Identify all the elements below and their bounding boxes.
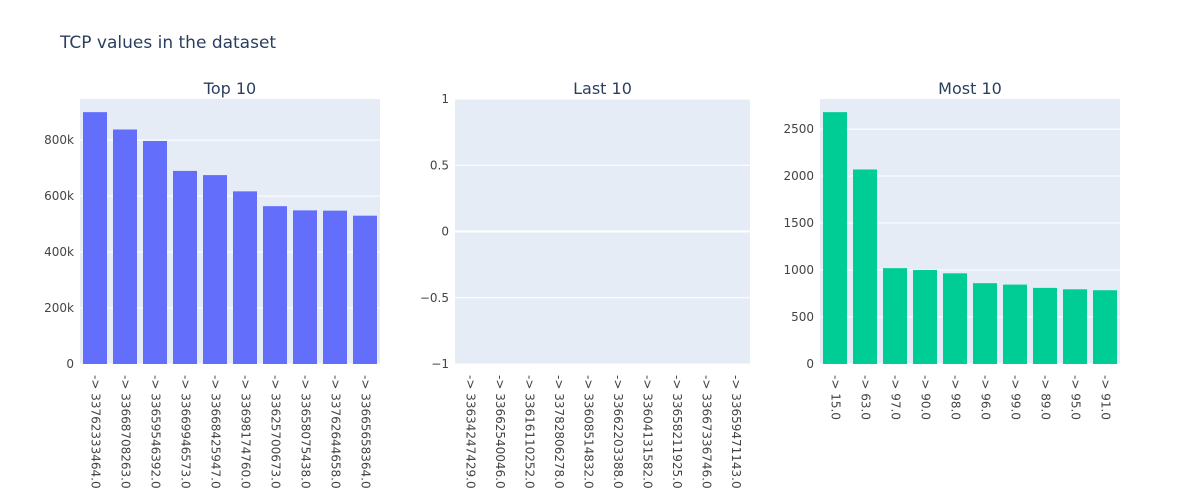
x-tick-label: -> 33669946573.0 (179, 375, 193, 489)
x-tick-label: -> 97.0 (889, 375, 903, 420)
bar (973, 283, 997, 364)
x-tick-label: -> 33625700673.0 (269, 375, 283, 489)
y-tick-label: 200k (44, 301, 74, 315)
bar (143, 140, 167, 364)
x-tick-label: -> 33668708263.0 (119, 375, 133, 489)
x-tick-label: -> 90.0 (919, 375, 933, 420)
x-tick-label: -> 33662203388.0 (611, 375, 625, 489)
subplot-title: Last 10 (573, 79, 632, 98)
y-tick-label: 500 (791, 310, 814, 324)
y-tick-label: 0 (441, 225, 449, 239)
bar (113, 129, 137, 364)
chart-main-title: TCP values in the dataset (60, 33, 277, 53)
bar (233, 191, 257, 364)
x-tick-label: -> 63.0 (859, 375, 873, 420)
bar (293, 210, 317, 364)
bar (1063, 289, 1087, 364)
bar (1033, 287, 1057, 364)
subplot-1: 0 200k 400k 600k 800k Top 10 -> 33762333464.0 -… (44, 79, 380, 489)
bar (883, 268, 907, 364)
x-tick-label: -> 33658211925.0 (670, 375, 684, 489)
bar (823, 112, 847, 364)
y-tick-label: 2500 (783, 122, 814, 136)
x-tick-label: -> 33634247429.0 (463, 375, 477, 489)
x-tick-label: -> 33762333464.0 (89, 375, 103, 489)
subplot-3: 0 500 1000 1500 2000 2500 Most 10 -> 15.0 -> 63.… (783, 79, 1120, 420)
x-tick-label: -> 33659471143.0 (729, 375, 743, 489)
x-tick-label: -> 91.0 (1099, 375, 1113, 420)
x-tick-label: -> 33608514832.0 (581, 375, 595, 489)
bar (353, 215, 377, 364)
y-tick-label: −1 (431, 357, 449, 371)
bar (173, 170, 197, 364)
x-tick-label: -> 33665658364.0 (359, 375, 373, 489)
x-tick-label: -> 33782806278.0 (552, 375, 566, 489)
x-tick-label: -> 89.0 (1039, 375, 1053, 420)
y-tick-label: 0.5 (430, 158, 449, 172)
x-tick-label: -> 33667336746.0 (699, 375, 713, 489)
y-tick-label: 0 (66, 357, 74, 371)
subplot-2: −1 −0.5 0 0.5 1 Last 10 -> 33634247429.0 -> 336… (420, 79, 750, 489)
x-tick-label: -> 33698174760.0 (239, 375, 253, 489)
y-tick-label: 600k (44, 189, 74, 203)
bar (203, 175, 227, 364)
y-tick-label: 1000 (783, 263, 814, 277)
x-tick-label: -> 33662540046.0 (493, 375, 507, 489)
y-tick-label: 400k (44, 245, 74, 259)
y-tick-label: 1500 (783, 216, 814, 230)
x-tick-label: -> 95.0 (1069, 375, 1083, 420)
bar (83, 112, 107, 364)
bar (853, 169, 877, 364)
y-tick-label: 2000 (783, 169, 814, 183)
subplot-title: Most 10 (938, 79, 1002, 98)
x-tick-label: -> 33658075438.0 (299, 375, 313, 489)
bar (943, 273, 967, 364)
x-tick-label: -> 33668425947.0 (209, 375, 223, 489)
bar (323, 210, 347, 364)
bar (1093, 290, 1117, 364)
bar (913, 270, 937, 364)
x-tick-label: -> 33604131582.0 (640, 375, 654, 489)
y-tick-label: 1 (441, 92, 449, 106)
x-tick-label: -> 33659546392.0 (149, 375, 163, 489)
x-tick-label: -> 15.0 (829, 375, 843, 420)
x-tick-label: -> 98.0 (949, 375, 963, 420)
x-tick-label: -> 96.0 (979, 375, 993, 420)
x-tick-label: -> 33616110252.0 (522, 375, 536, 489)
bar (1003, 284, 1027, 364)
y-tick-label: 0 (806, 357, 814, 371)
y-tick-label: −0.5 (420, 291, 449, 305)
bar (263, 206, 287, 364)
y-tick-label: 800k (44, 133, 74, 147)
x-tick-label: -> 33762644658.0 (329, 375, 343, 489)
x-tick-label: -> 99.0 (1009, 375, 1023, 420)
subplot-title: Top 10 (203, 79, 256, 98)
